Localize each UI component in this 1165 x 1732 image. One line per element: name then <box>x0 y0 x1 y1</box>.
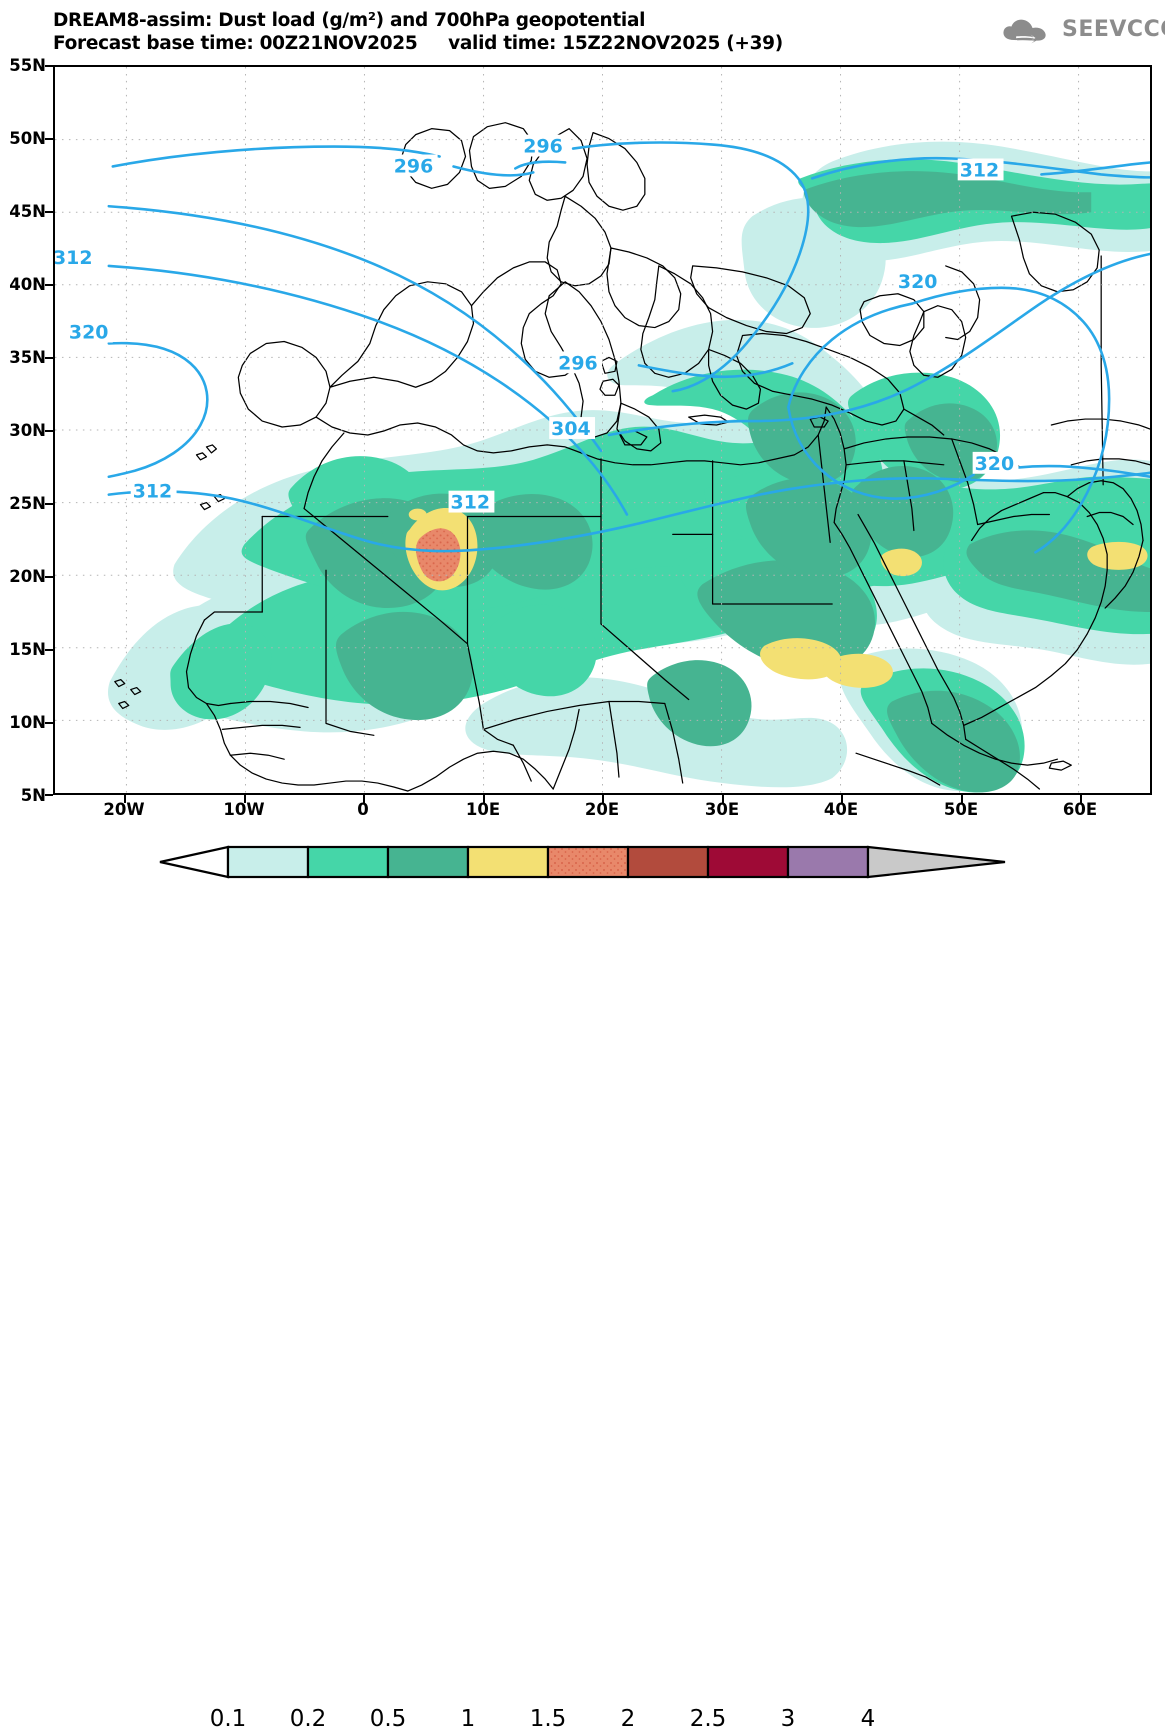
svg-text:304: 304 <box>551 418 591 440</box>
forecast-time-subtitle: Forecast base time: 00Z21NOV2025 valid t… <box>53 33 783 54</box>
y-tick-label: 15N <box>9 640 46 659</box>
cbar-band-0.5 <box>386 845 470 879</box>
svg-text:312: 312 <box>55 247 93 269</box>
y-tick-label: 50N <box>9 129 46 148</box>
y-tick-label: 45N <box>9 202 46 221</box>
x-tick-label: 50E <box>943 800 979 819</box>
cbar-tick-2.5: 2.5 <box>689 1706 727 1732</box>
cbar-tick-2: 2 <box>620 1706 636 1732</box>
y-tick-label: 30N <box>9 421 46 440</box>
x-tick-label: 10E <box>465 800 501 819</box>
cbar-tick-0.1: 0.1 <box>209 1706 247 1732</box>
svg-text:296: 296 <box>394 155 434 177</box>
page-title: DREAM8-assim: Dust load (g/m²) and 700hP… <box>53 10 646 31</box>
cbar-band-0.1 <box>226 845 310 879</box>
x-tick-label: 40E <box>823 800 859 819</box>
x-tick-label: 60E <box>1062 800 1098 819</box>
y-tick-label: 10N <box>9 713 46 732</box>
y-tick-label: 5N <box>20 786 46 805</box>
cbar-band-2 <box>626 845 710 879</box>
svg-text:320: 320 <box>975 453 1015 475</box>
cbar-band-3 <box>786 845 870 879</box>
map-plot-area[interactable]: 296 296 296 312 320 304 312 312 312 320 <box>53 65 1152 795</box>
svg-text:312: 312 <box>960 159 1000 181</box>
svg-text:312: 312 <box>133 481 173 503</box>
y-tick-label: 40N <box>9 275 46 294</box>
cbar-tick-1: 1 <box>460 1706 476 1732</box>
y-tick-label: 20N <box>9 567 46 586</box>
cbar-band-0.2 <box>306 845 390 879</box>
svg-text:296: 296 <box>523 136 563 158</box>
logo-text: SEEVCCC <box>1062 17 1165 42</box>
svg-text:320: 320 <box>898 271 938 293</box>
y-tick-label: 35N <box>9 348 46 367</box>
lat-lon-gridlines <box>55 67 1150 793</box>
x-tick-label: 10W <box>223 800 265 819</box>
y-tick-label: 25N <box>9 494 46 513</box>
y-tick-label: 55N <box>9 56 46 75</box>
cbar-band-1.5 <box>546 845 630 879</box>
cbar-band-1 <box>466 845 550 879</box>
x-tick-label: 20E <box>584 800 620 819</box>
geopotential-contours <box>107 141 1150 554</box>
svg-text:296: 296 <box>558 352 598 374</box>
svg-text:312: 312 <box>451 492 491 514</box>
x-tick-label: 20W <box>103 800 145 819</box>
cloud-icon <box>1003 19 1046 44</box>
dust-band-1.5 <box>416 528 461 582</box>
dust-load-map: 296 296 296 312 320 304 312 312 312 320 <box>55 67 1150 793</box>
cbar-band-2.5 <box>706 845 790 879</box>
x-tick-label: 0 <box>357 800 369 819</box>
colorbar[interactable]: 0.1 0.2 0.5 1 1.5 2 2.5 3 4 <box>0 840 1165 1732</box>
cbar-tick-1.5: 1.5 <box>529 1706 567 1732</box>
colorbar-swatches[interactable] <box>0 840 1165 880</box>
cbar-band-4 <box>866 845 1006 879</box>
contour-labels: 296 296 296 312 320 304 312 312 312 320 <box>55 134 1019 514</box>
cbar-tick-0.2: 0.2 <box>289 1706 327 1732</box>
svg-text:320: 320 <box>69 322 109 344</box>
seevccc-logo: SEEVCCC <box>1000 14 1165 50</box>
header: DREAM8-assim: Dust load (g/m²) and 700hP… <box>0 0 1165 62</box>
cbar-tick-3: 3 <box>780 1706 796 1732</box>
cbar-tick-4: 4 <box>860 1706 876 1732</box>
cbar-tick-0.5: 0.5 <box>369 1706 407 1732</box>
x-tick-label: 30E <box>704 800 740 819</box>
